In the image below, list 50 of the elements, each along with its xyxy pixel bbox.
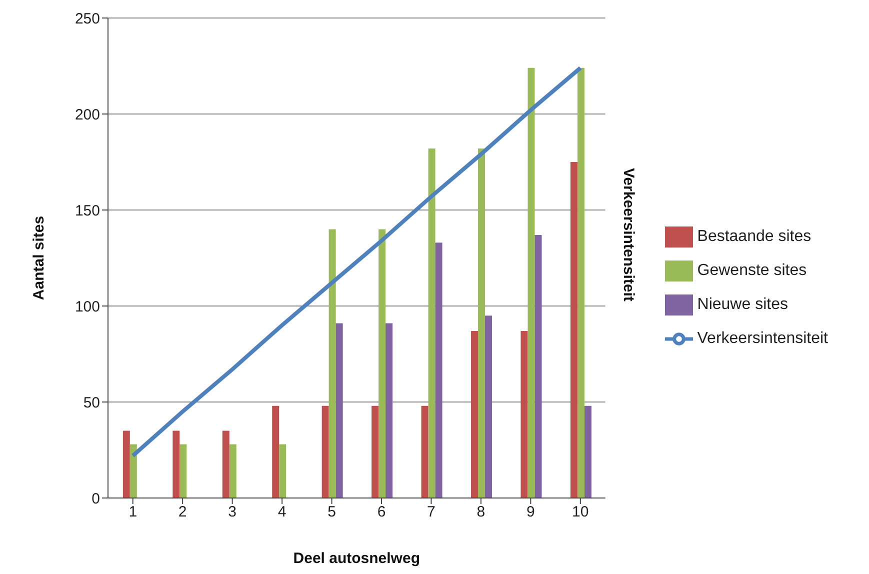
- bar: [528, 68, 535, 498]
- line-series: [130, 66, 582, 458]
- bar: [336, 323, 343, 498]
- bar: [421, 406, 428, 498]
- x-tick-label: 5: [328, 504, 336, 521]
- bar: [272, 406, 280, 498]
- legend-label: Gewenste sites: [697, 262, 807, 279]
- x-tick-label: 4: [278, 504, 286, 521]
- bar: [180, 444, 187, 498]
- bar: [130, 444, 137, 498]
- bar: [372, 406, 379, 498]
- legend-label: Nieuwe sites: [697, 296, 788, 313]
- bar: [435, 242, 442, 498]
- x-tick-label: 10: [572, 504, 589, 521]
- y-tick-label: 100: [74, 298, 100, 316]
- x-tick-label: 8: [476, 504, 486, 521]
- x-tick-label: 1: [128, 504, 138, 521]
- y-tick-label: 250: [74, 10, 100, 28]
- legend-label: Bestaande sites: [697, 228, 812, 245]
- bar: [279, 444, 286, 498]
- bar: [577, 68, 584, 498]
- y-tick-label: 200: [74, 106, 100, 124]
- bar: [478, 148, 486, 498]
- bar: [222, 430, 230, 498]
- bar: [328, 229, 336, 498]
- x-tick-label: 7: [427, 504, 436, 521]
- x-axis-title: Deel autosnelweg: [293, 550, 420, 567]
- y-tick-label: 0: [92, 490, 100, 508]
- x-tick-label: 2: [178, 504, 187, 521]
- legend-label: Verkeersintensiteit: [697, 330, 828, 347]
- bar: [570, 162, 578, 498]
- x-tick-label: 9: [526, 504, 535, 521]
- y-tick-label: 50: [83, 394, 100, 412]
- y2-axis-title: Verkeersintensiteit: [620, 168, 637, 302]
- bar: [485, 316, 492, 498]
- bar: [428, 148, 436, 498]
- bar: [122, 430, 130, 498]
- bar: [471, 330, 478, 498]
- bar: [584, 406, 592, 498]
- bar: [378, 229, 386, 498]
- bar: [229, 444, 236, 498]
- bar: [172, 430, 180, 498]
- x-tick-label: 3: [228, 504, 236, 521]
- y-axis-title: Aantal sites: [30, 216, 48, 300]
- bar: [386, 323, 393, 498]
- bar: [322, 406, 329, 498]
- bar: [520, 330, 528, 498]
- y-tick-label: 150: [74, 202, 100, 220]
- bar: [534, 234, 542, 498]
- x-tick-label: 6: [377, 504, 386, 521]
